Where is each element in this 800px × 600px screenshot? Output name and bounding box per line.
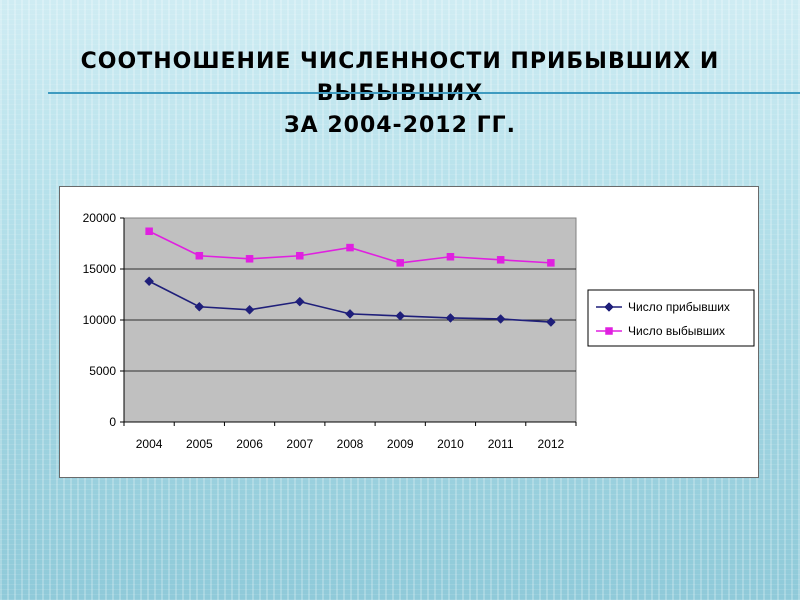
legend-label: Число прибывших [628, 300, 730, 314]
data-point [195, 251, 204, 260]
x-tick-label: 2011 [488, 437, 514, 451]
legend-swatch-marker [604, 302, 614, 312]
slide-title-line-1: СООТНОШЕНИЕ ЧИСЛЕННОСТИ ПРИБЫВШИХ И [80, 49, 720, 74]
x-tick-label: 2006 [236, 437, 263, 451]
x-tick-label: 2012 [538, 437, 565, 451]
line-chart: 0 5000 10000 15000 20000 2004 2005 2006 2007 2008… [83, 211, 755, 451]
data-point [244, 304, 255, 315]
data-point [547, 259, 555, 267]
data-point [144, 276, 154, 287]
x-tick-label: 2008 [337, 437, 364, 451]
data-point [245, 255, 254, 263]
x-tick-label: 2010 [437, 437, 464, 451]
slide-title: СООТНОШЕНИЕ ЧИСЛЕННОСТИ ПРИБЫВШИХ И ВЫБЫ… [40, 46, 760, 142]
data-point [396, 259, 404, 267]
data-point [345, 309, 355, 319]
data-point [294, 296, 305, 307]
x-tick-label: 2007 [286, 437, 313, 451]
x-tick-label: 2009 [387, 437, 414, 451]
data-point [145, 227, 153, 236]
data-point [296, 251, 304, 260]
title-divider [48, 92, 800, 94]
data-point [194, 301, 205, 312]
slide-title-line-3: ЗА 2004-2012 ГГ. [284, 113, 516, 138]
legend-box [587, 289, 755, 347]
x-tick-label: 2005 [186, 437, 213, 451]
data-point [445, 313, 456, 323]
slide-title-line-2: ВЫБЫВШИХ [316, 81, 484, 106]
x-tick-label: 2004 [136, 437, 163, 451]
data-point [446, 253, 455, 261]
y-tick-label: 20000 [83, 211, 117, 225]
y-tick-label: 10000 [83, 313, 117, 327]
data-point [346, 243, 354, 252]
data-point [495, 314, 506, 324]
legend-label: Число выбывших [628, 324, 725, 338]
data-point [496, 256, 505, 264]
chart-container: 0 5000 10000 15000 20000 2004 2005 2006 2007 2008… [59, 186, 759, 478]
y-tick-label: 15000 [83, 262, 117, 276]
y-tick-label: 0 [109, 415, 116, 429]
data-point [395, 311, 406, 321]
y-tick-label: 5000 [89, 364, 116, 378]
legend-swatch-marker [605, 327, 613, 335]
data-point [546, 317, 556, 327]
